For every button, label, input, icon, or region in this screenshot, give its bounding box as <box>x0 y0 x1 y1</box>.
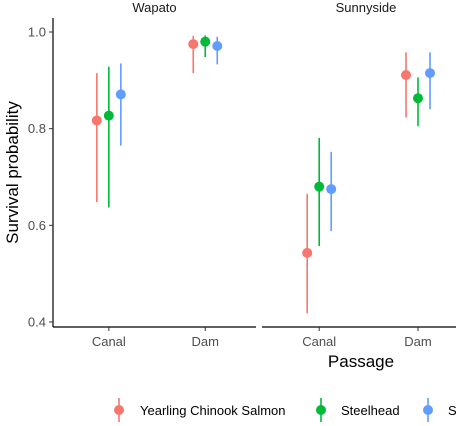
y-axis-title: Survival probability <box>3 101 22 244</box>
legend-label-0: Yearling Chinook Salmon <box>140 403 286 418</box>
y-tick-label-2: 0.8 <box>28 121 46 136</box>
y-tick-label-1: 0.6 <box>28 218 46 233</box>
data-point-1-1-1 <box>413 93 423 104</box>
facet-title-0: Wapato <box>132 0 176 15</box>
data-point-0-0-1 <box>188 39 199 50</box>
y-tick-label-0: 0.4 <box>28 315 46 330</box>
data-point-0-0-0 <box>91 115 102 126</box>
x-tick-label-1-1: Dam <box>404 334 431 349</box>
facet-title-1: Sunnyside <box>336 0 397 15</box>
data-point-1-2-1 <box>425 68 435 79</box>
legend-label-2: S <box>448 403 456 418</box>
legend-key-point-1 <box>316 405 326 415</box>
data-point-1-2-0 <box>326 184 337 195</box>
legend-key-point-0 <box>114 405 124 415</box>
x-axis-title: Passage <box>328 352 394 371</box>
data-point-1-0-1 <box>401 70 411 81</box>
legend-key-point-2 <box>423 405 433 415</box>
y-tick-label-3: 1.0 <box>28 25 46 40</box>
data-point-0-2-0 <box>115 89 126 100</box>
x-tick-label-1-0: Canal <box>302 334 336 349</box>
data-point-0-2-1 <box>212 41 223 52</box>
x-tick-label-0-1: Dam <box>192 334 219 349</box>
legend-label-1: Steelhead <box>341 403 400 418</box>
data-point-1-1-0 <box>314 181 325 192</box>
data-point-1-0-0 <box>302 247 313 258</box>
data-point-0-1-1 <box>200 36 211 47</box>
data-point-0-1-0 <box>103 110 114 121</box>
x-tick-label-0-0: Canal <box>92 334 126 349</box>
